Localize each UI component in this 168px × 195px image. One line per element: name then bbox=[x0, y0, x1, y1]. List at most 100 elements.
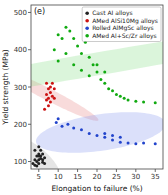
x-tick bbox=[58, 169, 59, 172]
point bbox=[47, 97, 50, 100]
x-tick bbox=[155, 169, 156, 172]
point bbox=[127, 141, 130, 144]
plot-area bbox=[31, 22, 163, 169]
point bbox=[72, 127, 75, 130]
point bbox=[51, 82, 54, 85]
legend-marker bbox=[85, 26, 89, 30]
y-tick-label: 200 bbox=[14, 121, 27, 129]
legend-marker bbox=[85, 34, 89, 38]
x-tick bbox=[77, 169, 78, 172]
point bbox=[33, 164, 36, 167]
point bbox=[88, 74, 91, 77]
point bbox=[57, 117, 60, 120]
series-points bbox=[55, 117, 157, 145]
series-points bbox=[31, 145, 46, 167]
series-points bbox=[53, 26, 157, 104]
y-tick bbox=[28, 124, 31, 125]
point bbox=[49, 91, 52, 94]
point bbox=[43, 108, 46, 111]
point bbox=[96, 134, 99, 137]
point bbox=[134, 100, 137, 103]
legend-marker bbox=[85, 11, 89, 15]
point bbox=[72, 37, 75, 40]
point bbox=[37, 145, 40, 148]
point bbox=[49, 100, 52, 103]
x-tick-label: 35 bbox=[151, 173, 160, 181]
x-axis-label: Elongation to failure (%) bbox=[51, 184, 142, 193]
point bbox=[119, 141, 122, 144]
point bbox=[134, 142, 137, 145]
point bbox=[35, 160, 38, 163]
point bbox=[53, 48, 56, 51]
point bbox=[154, 142, 157, 145]
point bbox=[37, 154, 40, 157]
x-tick bbox=[116, 169, 117, 172]
point bbox=[41, 158, 44, 161]
x-tick-label: 30 bbox=[131, 173, 140, 181]
point bbox=[47, 104, 50, 107]
point bbox=[103, 82, 106, 85]
point bbox=[64, 52, 67, 55]
point bbox=[80, 69, 83, 72]
point bbox=[103, 71, 106, 74]
y-tick-label: 500 bbox=[14, 9, 27, 17]
point bbox=[45, 93, 48, 96]
x-tick-label: 25 bbox=[112, 173, 121, 181]
chart: 5 10 15 20 25 30 35 100 200 300 400 500 Elongation t… bbox=[0, 0, 168, 195]
y-axis-label: Yield strength (MPa) bbox=[1, 49, 10, 125]
point bbox=[64, 26, 67, 29]
point bbox=[96, 63, 99, 66]
point bbox=[123, 97, 126, 100]
point bbox=[92, 63, 95, 66]
point bbox=[99, 78, 102, 81]
point bbox=[142, 141, 145, 144]
point bbox=[45, 82, 48, 85]
x-tick-label: 10 bbox=[54, 173, 63, 181]
y-tick bbox=[28, 161, 31, 162]
point bbox=[111, 138, 114, 141]
legend-label: AMed Al+Sc/Zr alloys bbox=[92, 32, 156, 40]
x-tick bbox=[38, 169, 39, 172]
plot-frame bbox=[31, 5, 163, 169]
point bbox=[127, 99, 130, 102]
point bbox=[76, 45, 79, 48]
legend-marker bbox=[85, 19, 89, 23]
point bbox=[66, 123, 69, 126]
point bbox=[72, 63, 75, 66]
x-tick-label: 5 bbox=[37, 173, 41, 181]
point bbox=[88, 132, 91, 135]
x-tick bbox=[135, 169, 136, 172]
point bbox=[47, 87, 50, 90]
y-tick-label: 100 bbox=[14, 158, 27, 166]
point bbox=[107, 87, 110, 90]
x-tick-label: 15 bbox=[73, 173, 82, 181]
y-tick-label: 400 bbox=[14, 46, 27, 54]
point bbox=[119, 136, 122, 139]
annotation: (e) bbox=[34, 7, 45, 16]
y-tick bbox=[28, 49, 31, 50]
point bbox=[80, 128, 83, 131]
series-points bbox=[43, 82, 56, 111]
legend-frame bbox=[82, 7, 161, 42]
point bbox=[111, 134, 114, 137]
point bbox=[111, 89, 114, 92]
point bbox=[142, 100, 145, 103]
group-ellipse bbox=[36, 112, 163, 153]
point bbox=[61, 125, 64, 128]
point bbox=[154, 101, 157, 104]
point bbox=[53, 97, 56, 100]
point bbox=[55, 121, 58, 124]
point bbox=[80, 52, 83, 55]
y-tick-label: 300 bbox=[14, 84, 27, 92]
y-tick bbox=[28, 12, 31, 13]
point bbox=[103, 136, 106, 139]
y-tick bbox=[28, 87, 31, 88]
point bbox=[119, 95, 122, 98]
point bbox=[57, 59, 60, 62]
point bbox=[33, 149, 36, 152]
point bbox=[61, 37, 64, 40]
x-tick-label: 20 bbox=[93, 173, 102, 181]
x-tick bbox=[97, 169, 98, 172]
point bbox=[88, 56, 91, 59]
point bbox=[68, 30, 71, 33]
